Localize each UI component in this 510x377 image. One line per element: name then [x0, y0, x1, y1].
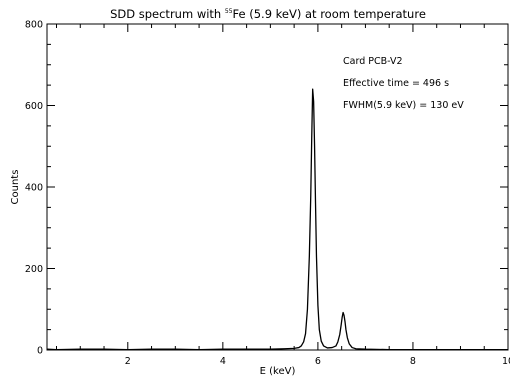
x-tick-label: 6 [315, 356, 321, 367]
y-tick-label: 200 [25, 264, 43, 275]
chart-title-part-2: Fe (5.9 keV) at room temperature [233, 7, 426, 21]
annotation-line: Card PCB-V2 [343, 56, 403, 67]
y-axis-label: Counts [10, 170, 21, 205]
plot-frame [46, 23, 509, 351]
chart-title-part-1: SDD spectrum with [110, 7, 225, 21]
annotation-block: Card PCB-V2 Effective time = 496 s FWHM(5.… [343, 56, 464, 111]
series-line [46, 88, 508, 351]
y-tick-label: 0 [37, 346, 43, 357]
annotation-line: FWHM(5.9 keV) = 130 eV [343, 100, 464, 111]
x-axis-label: E (keV) [260, 366, 296, 377]
x-tick-label: 10 [502, 356, 510, 367]
series-group [46, 88, 508, 351]
chart-title: SDD spectrum with 55Fe (5.9 keV) at room… [110, 7, 426, 21]
y-tick-label: 800 [25, 20, 43, 31]
x-tick-label: 2 [125, 356, 131, 367]
y-tick-label: 400 [25, 183, 43, 194]
chart-title-superscript: 55 [225, 8, 233, 15]
y-axis-ticks: 0 200 400 600 800 [25, 20, 508, 357]
x-tick-label: 8 [410, 356, 416, 367]
annotation-line: Effective time = 496 s [343, 78, 449, 89]
y-tick-label: 600 [25, 101, 43, 112]
x-axis-ticks: 2 4 6 8 10 [56, 24, 510, 367]
x-tick-label: 4 [220, 356, 226, 367]
